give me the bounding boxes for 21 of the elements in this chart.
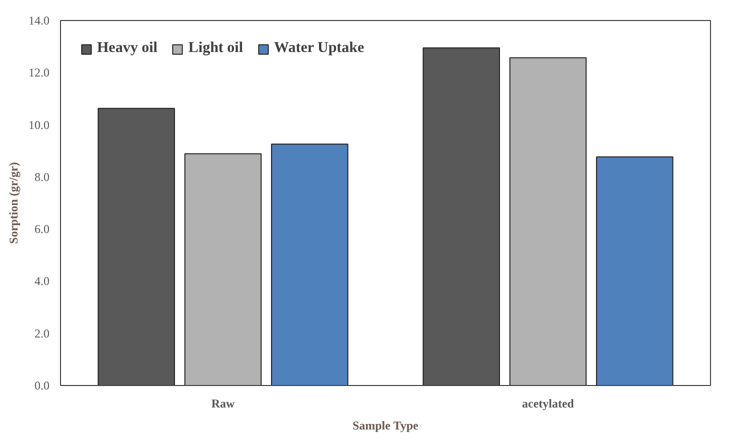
y-tick-label: 10.0 <box>28 118 50 132</box>
x-axis-title: Sample Type <box>352 418 420 432</box>
y-tick-label: 14.0 <box>28 14 50 28</box>
legend-label: Water Uptake <box>274 40 364 57</box>
y-tick-label: 8.0 <box>34 170 50 184</box>
legend-label: Light oil <box>188 40 244 57</box>
bar <box>422 47 500 386</box>
legend-label: Heavy oil <box>97 40 158 57</box>
bar <box>271 144 348 386</box>
x-tick-label: acetylated <box>522 396 574 410</box>
y-tick-label: 12.0 <box>28 66 50 80</box>
y-tick-label: 6.0 <box>34 222 50 236</box>
x-tick-label: Raw <box>211 396 235 410</box>
bar <box>98 108 175 386</box>
bar <box>184 153 262 386</box>
bar <box>509 57 587 386</box>
bar <box>596 156 674 386</box>
y-tick-label: 4.0 <box>34 274 50 288</box>
y-tick-label: 0.0 <box>34 378 50 392</box>
y-tick-label: 2.0 <box>34 326 50 340</box>
y-axis-title: Sorption (gr/gr) <box>6 162 20 244</box>
